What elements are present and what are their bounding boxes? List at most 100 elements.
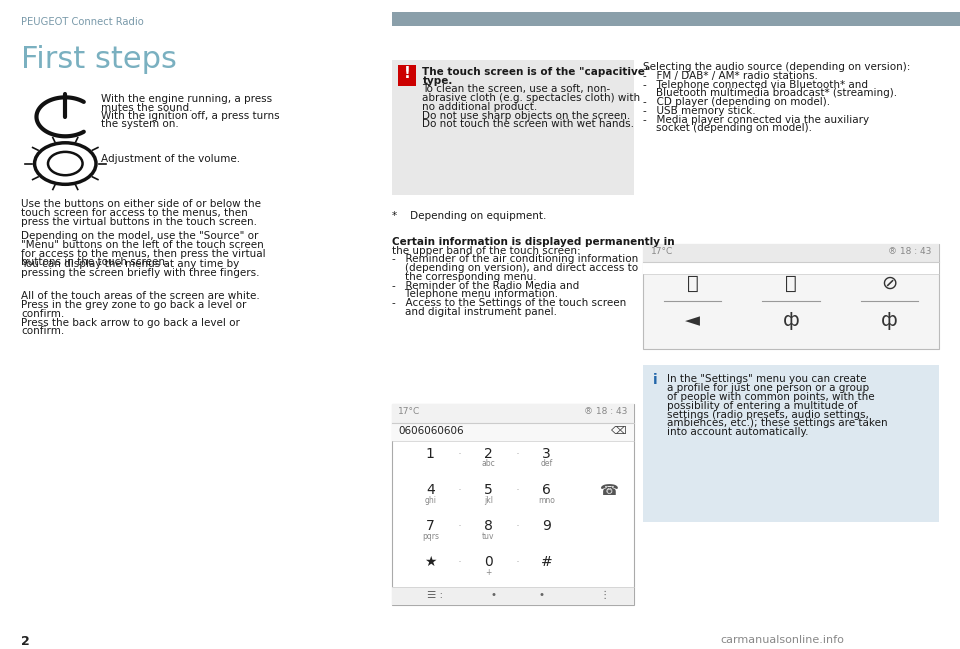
- FancyBboxPatch shape: [392, 404, 634, 423]
- FancyBboxPatch shape: [392, 60, 634, 195]
- Text: jkl: jkl: [484, 496, 492, 504]
- FancyBboxPatch shape: [392, 423, 634, 441]
- Text: 8: 8: [484, 519, 492, 533]
- Text: ◄︎: ◄︎: [685, 311, 700, 330]
- Text: -   Reminder of the air conditioning information: - Reminder of the air conditioning infor…: [392, 254, 638, 264]
- Text: Do not touch the screen with wet hands.: Do not touch the screen with wet hands.: [422, 119, 635, 129]
- Text: ·: ·: [516, 484, 519, 498]
- Text: ·: ·: [516, 448, 519, 461]
- Text: (depending on version), and direct access to: (depending on version), and direct acces…: [392, 263, 637, 273]
- Text: def: def: [540, 459, 553, 469]
- FancyBboxPatch shape: [643, 262, 939, 274]
- Text: the corresponding menu.: the corresponding menu.: [392, 272, 537, 282]
- Text: #: #: [540, 554, 552, 569]
- Text: abc: abc: [482, 459, 495, 469]
- Text: tuv: tuv: [482, 532, 494, 541]
- Text: •: •: [491, 590, 496, 600]
- Text: confirm.: confirm.: [21, 326, 64, 336]
- Text: i: i: [653, 373, 657, 387]
- Text: -   USB memory stick.: - USB memory stick.: [643, 106, 756, 116]
- Text: no additional product.: no additional product.: [422, 102, 538, 112]
- Text: 0606060606: 0606060606: [398, 426, 464, 436]
- Text: 1: 1: [426, 447, 435, 461]
- Text: the system on.: the system on.: [101, 119, 179, 129]
- Text: In the "Settings" menu you can create: In the "Settings" menu you can create: [667, 374, 867, 384]
- Text: *    Depending on equipment.: * Depending on equipment.: [392, 211, 546, 221]
- FancyBboxPatch shape: [392, 12, 960, 26]
- Text: -   CD player (depending on model).: - CD player (depending on model).: [643, 97, 830, 107]
- Text: 5: 5: [484, 483, 492, 496]
- Text: •: •: [539, 590, 544, 600]
- Text: settings (radio presets, audio settings,: settings (radio presets, audio settings,: [667, 410, 869, 419]
- Text: 7: 7: [426, 519, 435, 533]
- Text: a profile for just one person or a group: a profile for just one person or a group: [667, 383, 870, 393]
- Text: Press the back arrow to go back a level or: Press the back arrow to go back a level …: [21, 317, 240, 328]
- FancyBboxPatch shape: [643, 365, 939, 522]
- Text: touch screen for access to the menus, then: touch screen for access to the menus, th…: [21, 208, 248, 218]
- Text: ф: ф: [881, 311, 898, 330]
- FancyBboxPatch shape: [392, 587, 634, 605]
- Text: ф: ф: [782, 311, 800, 330]
- Text: 6: 6: [542, 483, 551, 496]
- Text: Adjustment of the volume.: Adjustment of the volume.: [101, 154, 240, 164]
- Text: ·: ·: [457, 557, 462, 570]
- Text: pqrs: pqrs: [421, 532, 439, 541]
- FancyBboxPatch shape: [392, 404, 634, 605]
- Text: ® 18 : 43: ® 18 : 43: [584, 407, 627, 416]
- Text: Ⓑ: Ⓑ: [785, 273, 797, 293]
- Text: All of the touch areas of the screen are white.: All of the touch areas of the screen are…: [21, 291, 260, 301]
- Text: ⋮: ⋮: [599, 590, 610, 600]
- Text: 2: 2: [21, 635, 30, 648]
- Text: socket (depending on model).: socket (depending on model).: [643, 123, 812, 133]
- Text: -   Telephone connected via Bluetooth* and: - Telephone connected via Bluetooth* and: [643, 79, 868, 90]
- Text: pressing the screen briefly with three fingers.: pressing the screen briefly with three f…: [21, 267, 259, 278]
- Text: mutes the sound.: mutes the sound.: [101, 103, 192, 112]
- Text: mno: mno: [538, 496, 555, 504]
- Text: Certain information is displayed permanently in: Certain information is displayed permane…: [392, 237, 674, 247]
- Text: ambiences, etc.); these settings are taken: ambiences, etc.); these settings are tak…: [667, 419, 888, 428]
- Text: press the virtual buttons in the touch screen.: press the virtual buttons in the touch s…: [21, 217, 257, 227]
- Text: 3: 3: [542, 447, 551, 461]
- Text: "Menu" buttons on the left of the touch screen: "Menu" buttons on the left of the touch …: [21, 239, 264, 250]
- Text: ® 18 : 43: ® 18 : 43: [888, 247, 931, 256]
- Text: into account automatically.: into account automatically.: [667, 427, 808, 437]
- Text: buttons in the touch screen.: buttons in the touch screen.: [21, 257, 169, 267]
- Text: Use the buttons on either side of or below the: Use the buttons on either side of or bel…: [21, 199, 261, 209]
- Text: the upper band of the touch screen:: the upper band of the touch screen:: [392, 245, 580, 256]
- Text: ⌫: ⌫: [612, 426, 627, 436]
- Text: 2: 2: [484, 447, 492, 461]
- FancyBboxPatch shape: [643, 244, 939, 262]
- Text: ·: ·: [457, 520, 462, 533]
- Text: ·: ·: [457, 448, 462, 461]
- Text: ★: ★: [424, 554, 437, 569]
- Text: Press in the grey zone to go back a level or: Press in the grey zone to go back a leve…: [21, 300, 247, 310]
- Text: Selecting the audio source (depending on version):: Selecting the audio source (depending on…: [643, 62, 911, 71]
- Text: To clean the screen, use a soft, non-: To clean the screen, use a soft, non-: [422, 84, 611, 94]
- FancyBboxPatch shape: [398, 65, 416, 86]
- Text: ⊘: ⊘: [881, 273, 898, 293]
- Text: !: !: [403, 66, 411, 81]
- Text: -   Access to the Settings of the touch screen: - Access to the Settings of the touch sc…: [392, 299, 626, 308]
- Text: You can display the menus at any time by: You can display the menus at any time by: [21, 259, 239, 269]
- Text: ·: ·: [516, 520, 519, 533]
- Text: Depending on the model, use the "Source" or: Depending on the model, use the "Source"…: [21, 231, 258, 241]
- Text: 17°C: 17°C: [398, 407, 420, 416]
- Text: With the ignition off, a press turns: With the ignition off, a press turns: [101, 111, 279, 121]
- Text: and digital instrument panel.: and digital instrument panel.: [392, 307, 557, 317]
- Text: -   Media player connected via the auxiliary: - Media player connected via the auxilia…: [643, 114, 870, 125]
- Text: of people with common points, with the: of people with common points, with the: [667, 392, 875, 402]
- Text: possibility of entering a multitude of: possibility of entering a multitude of: [667, 400, 857, 411]
- Text: ·: ·: [457, 484, 462, 498]
- Text: -   FM / DAB* / AM* radio stations.: - FM / DAB* / AM* radio stations.: [643, 71, 818, 80]
- Text: Ⓟ: Ⓟ: [686, 273, 698, 293]
- Text: abrasive cloth (e.g. spectacles cloth) with: abrasive cloth (e.g. spectacles cloth) w…: [422, 93, 640, 103]
- Text: -   Reminder of the Radio Media and: - Reminder of the Radio Media and: [392, 280, 579, 291]
- Text: Bluetooth multimedia broadcast* (streaming).: Bluetooth multimedia broadcast* (streami…: [643, 88, 898, 98]
- Text: 17°C: 17°C: [651, 247, 673, 256]
- Text: First steps: First steps: [21, 45, 177, 75]
- Text: 4: 4: [426, 483, 435, 496]
- Text: Telephone menu information.: Telephone menu information.: [392, 289, 558, 299]
- Text: confirm.: confirm.: [21, 309, 64, 319]
- Text: ☎: ☎: [600, 483, 619, 498]
- FancyBboxPatch shape: [643, 244, 939, 349]
